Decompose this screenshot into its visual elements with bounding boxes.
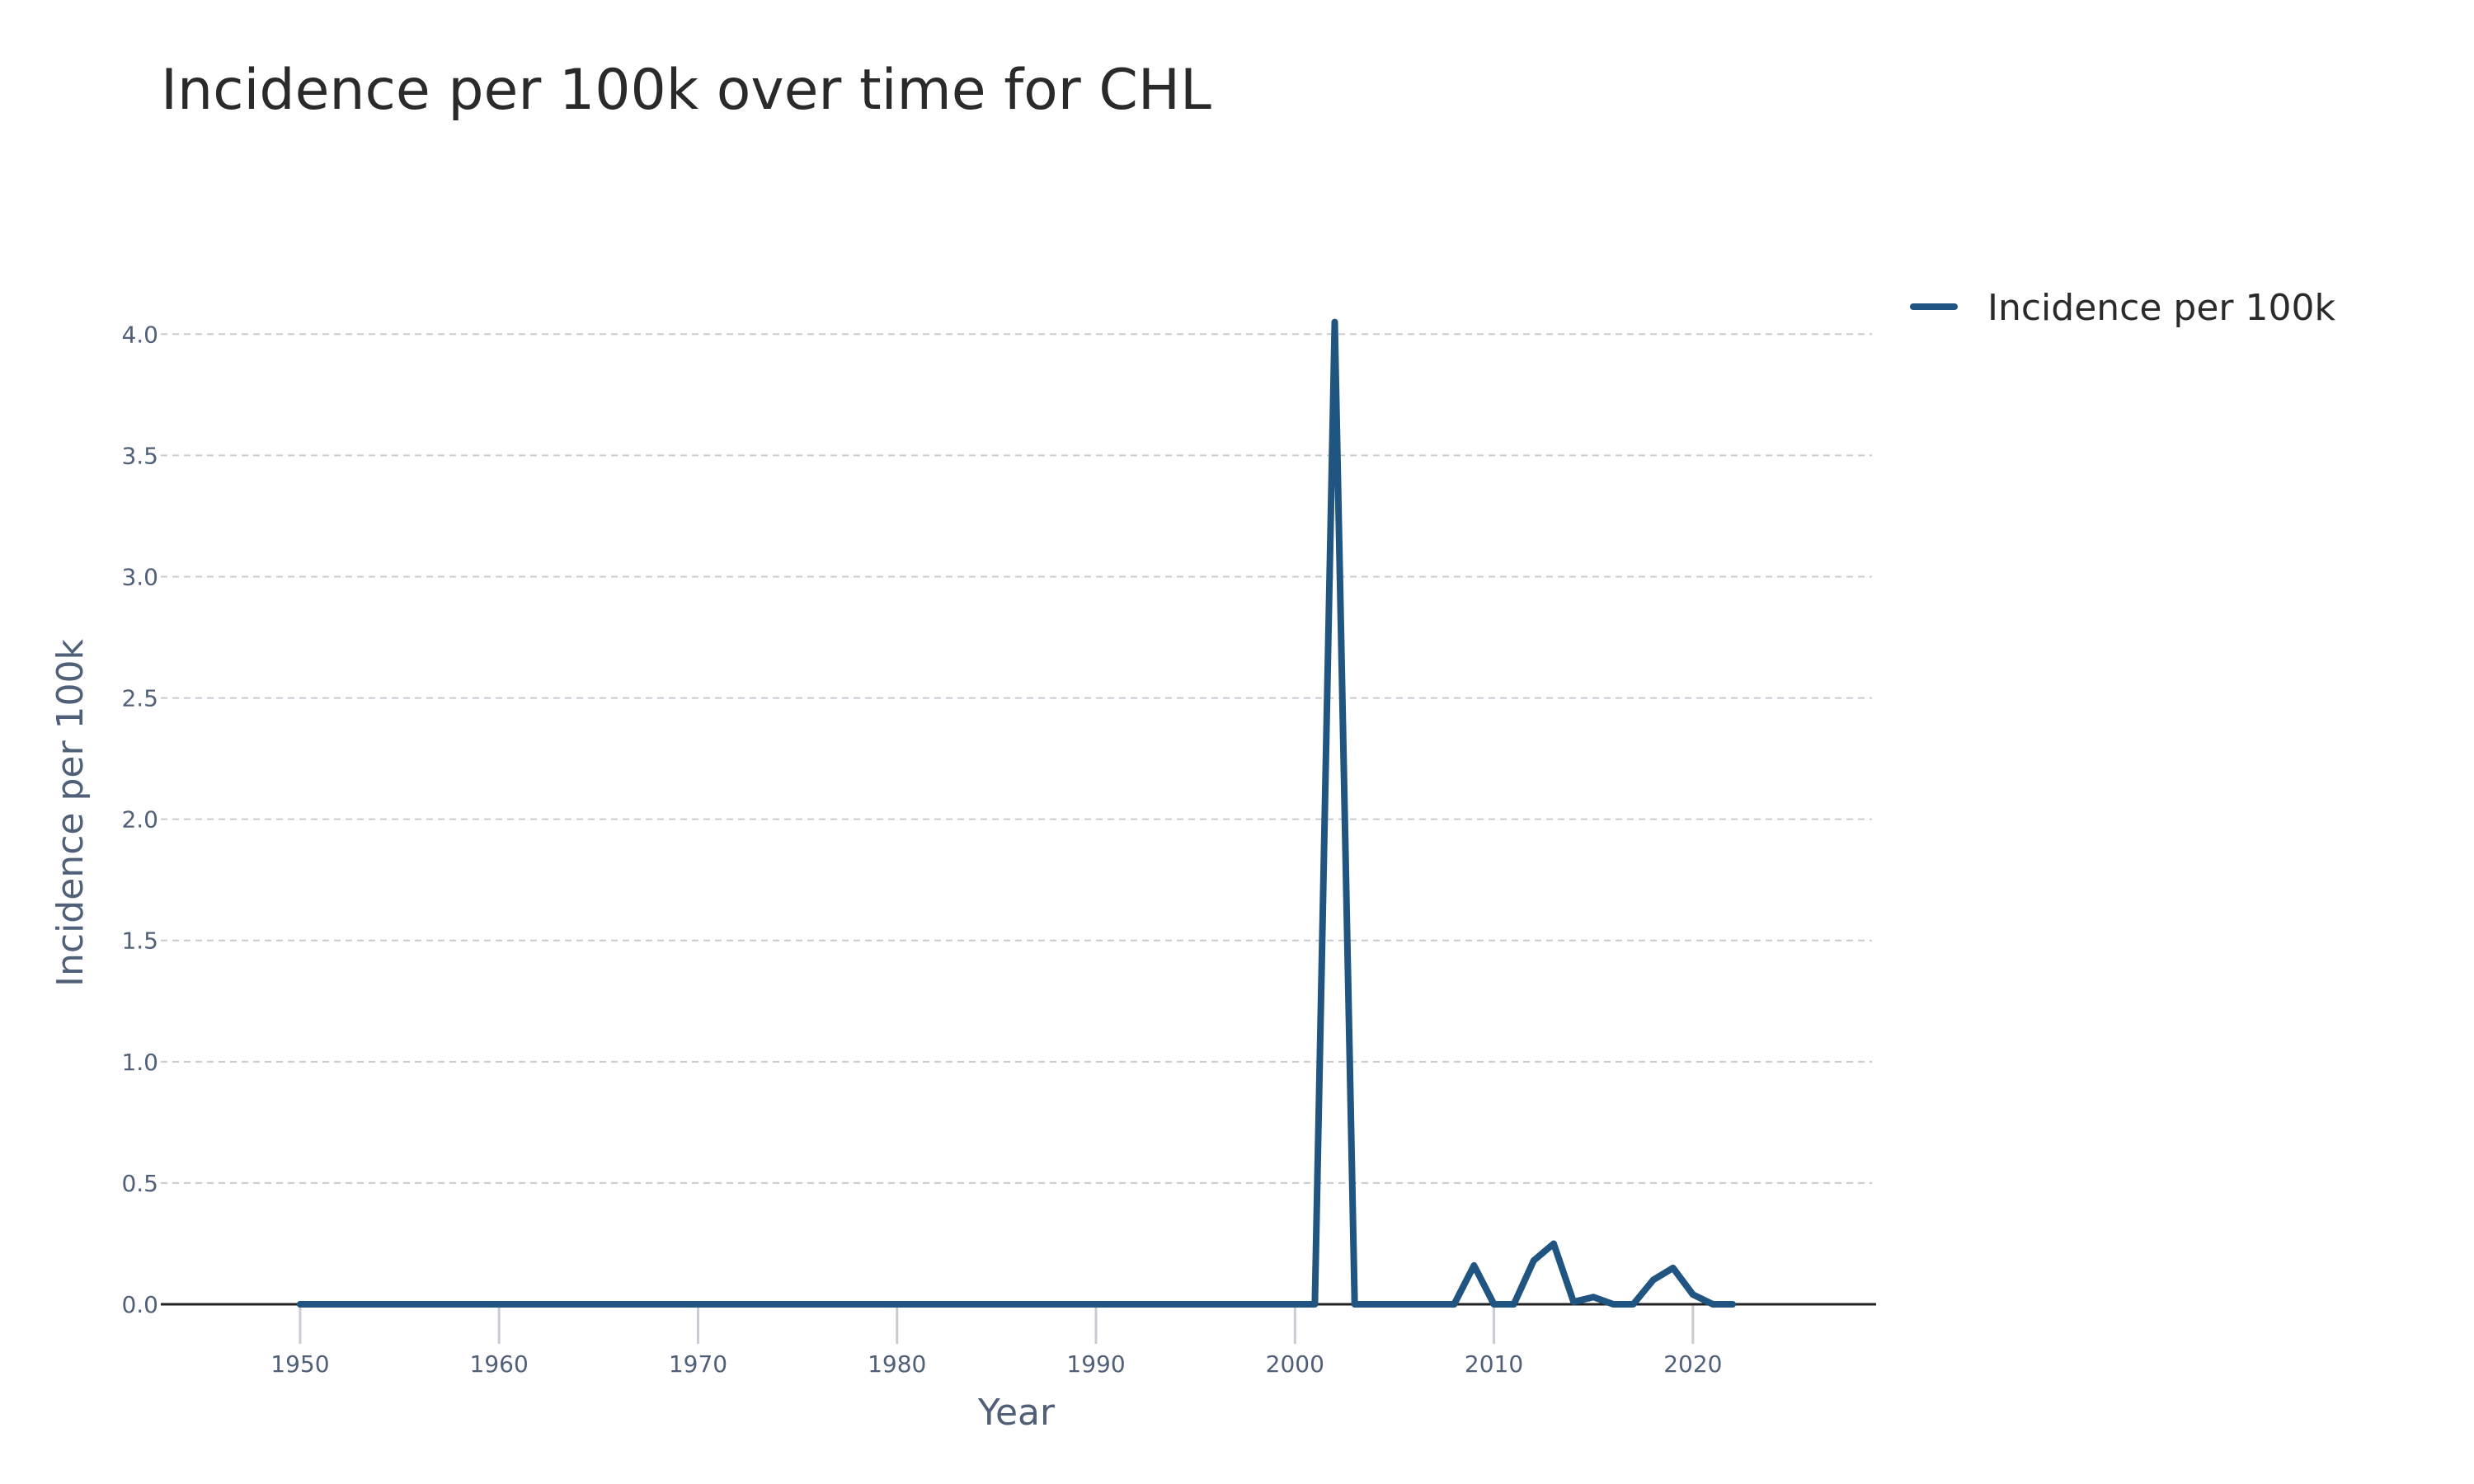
y-tick-label: 2.0 [121,806,158,834]
x-axis-title: Year [977,1392,1056,1434]
x-tick-label: 1950 [270,1350,329,1378]
y-tick-label: 0.5 [121,1170,158,1197]
gridlines [161,333,1872,1184]
x-tick-label: 1990 [1066,1350,1125,1378]
series-lines [296,318,1737,1308]
y-axis-title: Incidence per 100k [49,639,92,987]
x-tick-label: 2020 [1663,1350,1722,1378]
y-tick-label: 0.0 [121,1291,158,1318]
y-tick-label: 4.0 [121,321,158,348]
y-tick-label: 2.5 [121,685,158,712]
x-axis-ticks: 1950 1960 1970 1980 1990 2000 2010 2020 [270,1304,1722,1378]
series-line [296,318,1737,1308]
x-tick-label: 1980 [868,1350,926,1378]
y-tick-label: 1.5 [121,928,158,955]
y-axis-ticks: 0.0 0.5 1.0 1.5 2.0 2.5 3.0 3.5 4.0 [121,321,158,1318]
legend-label: Incidence per 100k [1987,287,2335,329]
legend[interactable]: Incidence per 100k [1910,287,2335,329]
y-tick-label: 1.0 [121,1049,158,1076]
x-tick-label: 1960 [470,1350,529,1378]
y-tick-label: 3.0 [121,563,158,590]
y-tick-label: 3.5 [121,442,158,469]
x-tick-label: 1970 [669,1350,727,1378]
chart-title: Incidence per 100k over time for CHL [161,58,1211,123]
x-tick-label: 2000 [1266,1350,1324,1378]
x-tick-label: 2010 [1465,1350,1523,1378]
